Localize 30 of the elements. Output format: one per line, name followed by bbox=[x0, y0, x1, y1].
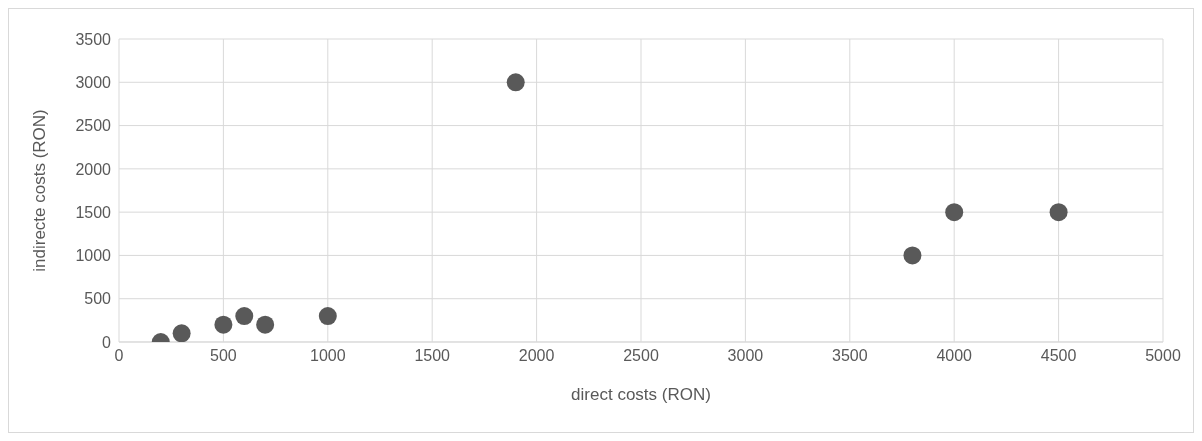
point bbox=[1049, 203, 1068, 222]
x-tick-label: 0 bbox=[114, 347, 124, 365]
y-tick-label: 1000 bbox=[75, 247, 112, 265]
x-axis-title: direct costs (RON) bbox=[571, 385, 711, 404]
x-tick-label: 2500 bbox=[623, 347, 659, 365]
y-tick-label: 3000 bbox=[75, 73, 112, 91]
x-tick-label: 3500 bbox=[832, 347, 868, 365]
y-axis-title: indirecte costs (RON) bbox=[30, 109, 50, 272]
point bbox=[506, 73, 525, 92]
y-tick-label: 2000 bbox=[75, 160, 112, 178]
x-tick-label: 3000 bbox=[727, 347, 764, 365]
y-tick-label: 1500 bbox=[75, 203, 112, 221]
point bbox=[172, 324, 191, 342]
point bbox=[945, 203, 964, 222]
x-tick-label: 5000 bbox=[1145, 347, 1181, 365]
y-tick-label: 500 bbox=[84, 290, 112, 308]
x-tick-label: 500 bbox=[210, 347, 237, 365]
x-tick-label: 1000 bbox=[310, 347, 346, 365]
x-tick-label: 2000 bbox=[518, 347, 555, 365]
point bbox=[235, 307, 254, 326]
y-tick-label: 3500 bbox=[75, 30, 112, 48]
point bbox=[318, 307, 337, 326]
point bbox=[903, 246, 922, 265]
y-tick-label: 2500 bbox=[75, 117, 112, 135]
y-tick-label: 0 bbox=[102, 333, 112, 351]
point bbox=[214, 315, 233, 334]
x-tick-label: 4000 bbox=[936, 347, 973, 365]
x-tick-label: 1500 bbox=[414, 347, 451, 365]
x-tick-label: 4500 bbox=[1040, 347, 1077, 365]
point bbox=[256, 315, 275, 334]
